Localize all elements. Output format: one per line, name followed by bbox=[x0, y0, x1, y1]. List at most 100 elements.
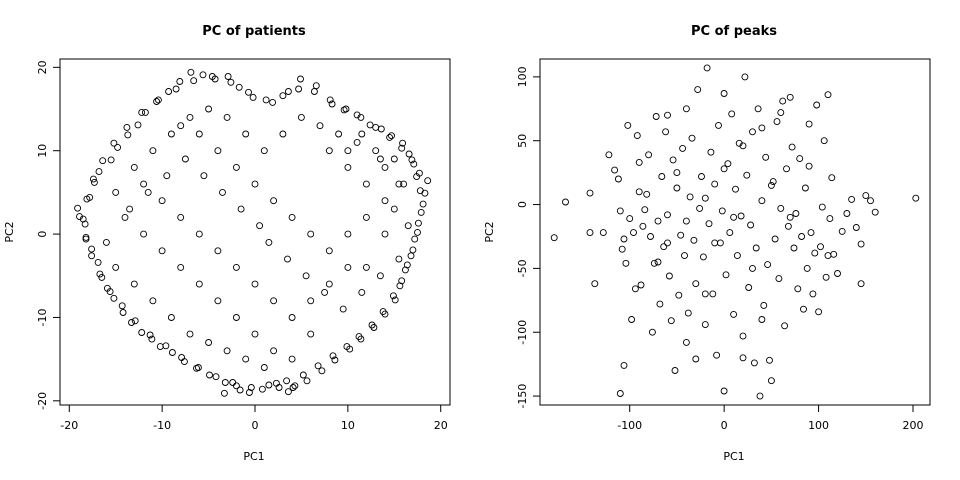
data-point bbox=[177, 122, 185, 130]
data-point bbox=[232, 263, 240, 271]
data-point bbox=[648, 328, 656, 336]
data-point bbox=[102, 238, 110, 246]
data-point bbox=[331, 356, 339, 364]
data-point bbox=[767, 181, 775, 189]
data-point bbox=[362, 213, 370, 221]
data-point bbox=[622, 259, 630, 267]
data-point bbox=[628, 316, 636, 323]
data-point bbox=[357, 113, 365, 121]
data-point bbox=[270, 197, 278, 205]
data-point bbox=[682, 217, 690, 225]
data-point bbox=[177, 213, 185, 221]
data-point bbox=[138, 329, 146, 336]
data-point bbox=[146, 331, 154, 339]
data-point bbox=[260, 364, 268, 371]
data-point bbox=[862, 192, 870, 200]
data-point bbox=[310, 88, 318, 95]
data-point bbox=[358, 288, 366, 296]
data-point bbox=[809, 290, 817, 298]
data-point bbox=[258, 385, 266, 393]
data-point bbox=[749, 128, 756, 136]
data-point bbox=[249, 93, 257, 101]
data-point bbox=[611, 166, 619, 174]
data-point bbox=[720, 387, 728, 395]
y-tick-label: -10 bbox=[36, 308, 49, 326]
data-point bbox=[637, 281, 645, 289]
data-point bbox=[362, 263, 370, 271]
data-point bbox=[112, 188, 120, 196]
data-point bbox=[645, 151, 653, 159]
data-point bbox=[720, 90, 728, 97]
data-point bbox=[562, 198, 569, 206]
data-point bbox=[754, 105, 762, 113]
data-point bbox=[98, 273, 106, 281]
data-point bbox=[154, 96, 162, 104]
data-point bbox=[307, 230, 315, 238]
x-tick-label: 20 bbox=[434, 419, 448, 432]
y-tick-label: 10 bbox=[36, 144, 49, 158]
data-point bbox=[673, 184, 681, 192]
data-point bbox=[270, 347, 278, 355]
data-point bbox=[758, 124, 766, 132]
chart-title: PC of peaks bbox=[691, 24, 777, 39]
data-point bbox=[138, 108, 146, 116]
data-point bbox=[118, 302, 126, 310]
data-point bbox=[671, 367, 679, 374]
data-point bbox=[417, 208, 425, 216]
data-point bbox=[114, 143, 122, 151]
x-tick-label: 100 bbox=[808, 419, 829, 432]
data-point bbox=[329, 352, 337, 360]
data-point bbox=[616, 207, 624, 215]
data-point bbox=[153, 98, 161, 105]
data-point bbox=[630, 229, 637, 237]
data-point bbox=[665, 272, 673, 280]
data-point bbox=[288, 213, 296, 221]
data-point bbox=[162, 342, 170, 350]
data-point bbox=[399, 139, 407, 147]
data-point bbox=[743, 171, 751, 179]
y-tick-label: 20 bbox=[36, 60, 49, 74]
data-point bbox=[767, 377, 775, 385]
data-point bbox=[107, 156, 115, 164]
data-point bbox=[701, 290, 709, 298]
data-point bbox=[626, 215, 634, 223]
data-point bbox=[88, 252, 96, 260]
data-point bbox=[411, 235, 419, 243]
data-point bbox=[692, 280, 700, 288]
data-point bbox=[730, 213, 738, 221]
data-point bbox=[149, 147, 157, 155]
y-tick-label: 0 bbox=[36, 231, 49, 238]
data-point bbox=[741, 73, 749, 81]
data-point bbox=[214, 147, 222, 155]
data-point bbox=[681, 252, 688, 260]
x-tick-label: -100 bbox=[617, 419, 642, 432]
x-axis-label: PC1 bbox=[243, 450, 264, 463]
data-point bbox=[325, 280, 333, 288]
data-point bbox=[223, 113, 231, 121]
data-point bbox=[223, 347, 231, 355]
data-point bbox=[826, 215, 834, 223]
data-point bbox=[758, 197, 766, 205]
data-point bbox=[190, 77, 198, 85]
data-point bbox=[792, 210, 800, 217]
data-point bbox=[242, 130, 250, 138]
data-point bbox=[805, 162, 813, 170]
data-point bbox=[186, 330, 194, 338]
data-point bbox=[786, 213, 794, 221]
data-point bbox=[232, 163, 240, 171]
data-point bbox=[410, 160, 418, 168]
data-point bbox=[696, 204, 704, 212]
data-point bbox=[167, 314, 175, 321]
data-point bbox=[591, 280, 599, 288]
data-point bbox=[728, 110, 736, 118]
data-point bbox=[773, 118, 781, 126]
data-point bbox=[295, 85, 303, 93]
data-point bbox=[288, 355, 296, 363]
data-point bbox=[639, 222, 647, 230]
data-point bbox=[372, 147, 380, 155]
data-point bbox=[709, 290, 717, 298]
data-point bbox=[818, 203, 826, 211]
y-tick-label: 0 bbox=[516, 201, 529, 208]
data-point bbox=[227, 78, 235, 86]
x-tick-label: 200 bbox=[903, 419, 924, 432]
